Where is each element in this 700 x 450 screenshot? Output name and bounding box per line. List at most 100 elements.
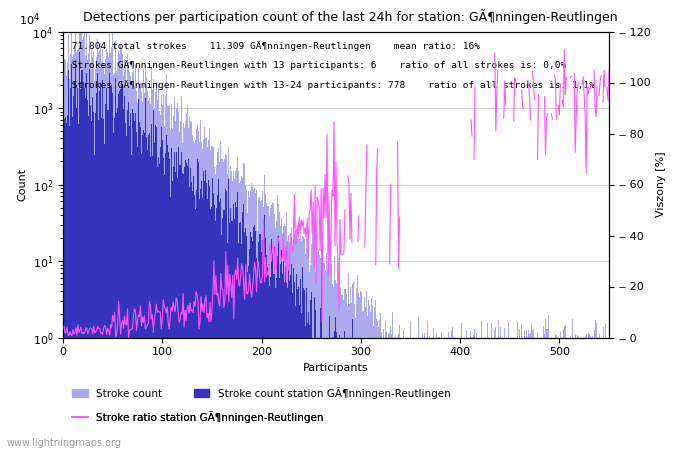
Bar — [147, 91, 148, 450]
Bar — [69, 126, 71, 450]
Bar — [352, 320, 354, 450]
Bar — [242, 212, 243, 450]
Bar — [188, 187, 190, 450]
Bar — [383, 328, 384, 450]
Bar — [83, 82, 84, 450]
Bar — [569, 338, 570, 450]
Bar — [236, 207, 237, 450]
Bar — [402, 338, 403, 450]
Bar — [200, 189, 202, 450]
Bar — [136, 91, 137, 450]
Bar — [511, 371, 512, 450]
Bar — [591, 338, 592, 450]
Bar — [605, 324, 606, 450]
Bar — [145, 66, 146, 450]
Bar — [129, 72, 130, 450]
Bar — [398, 334, 399, 450]
Bar — [262, 239, 263, 450]
Bar — [342, 346, 344, 450]
Bar — [489, 338, 491, 450]
Bar — [580, 365, 581, 450]
Bar — [168, 106, 169, 450]
Bar — [148, 101, 149, 450]
Bar — [391, 334, 392, 450]
Bar — [132, 72, 133, 450]
Bar — [411, 338, 412, 450]
Bar — [461, 338, 463, 450]
Bar — [408, 338, 409, 450]
Bar — [152, 90, 153, 450]
Bar — [239, 183, 240, 450]
Bar — [103, 119, 104, 450]
Bar — [122, 86, 123, 450]
Bar — [135, 63, 136, 450]
Bar — [218, 180, 219, 450]
Bar — [292, 293, 293, 450]
Bar — [524, 402, 525, 450]
Bar — [394, 337, 395, 450]
Bar — [85, 56, 86, 450]
Bar — [115, 78, 116, 450]
Bar — [66, 76, 67, 450]
Bar — [162, 105, 163, 450]
Bar — [163, 158, 164, 450]
Bar — [379, 320, 380, 450]
Bar — [83, 36, 84, 450]
Bar — [267, 267, 268, 450]
Bar — [468, 338, 470, 450]
Bar — [434, 338, 435, 450]
Bar — [379, 374, 380, 450]
Bar — [416, 392, 417, 450]
Bar — [233, 204, 235, 450]
Bar — [92, 57, 93, 450]
Text: www.lightningmaps.org: www.lightningmaps.org — [7, 437, 122, 447]
Bar — [264, 215, 265, 450]
Bar — [78, 50, 79, 450]
Bar — [281, 250, 282, 450]
Bar — [188, 117, 190, 450]
Bar — [90, 63, 91, 450]
Bar — [128, 62, 129, 450]
Bar — [187, 105, 188, 450]
Bar — [473, 335, 475, 450]
Text: Strokes GÃ¶nningen-Reutlingen with 13 participants: 6    ratio of all strokes is: Strokes GÃ¶nningen-Reutlingen with 13 pa… — [66, 61, 566, 71]
Bar — [435, 379, 436, 450]
Bar — [269, 286, 270, 450]
Bar — [333, 256, 335, 450]
Bar — [420, 338, 421, 450]
Bar — [349, 304, 351, 450]
Bar — [104, 74, 105, 450]
Bar — [277, 256, 278, 450]
Bar — [451, 361, 452, 450]
Bar — [374, 307, 375, 450]
Bar — [401, 338, 402, 450]
Bar — [136, 132, 137, 450]
Bar — [608, 331, 610, 450]
Bar — [320, 308, 321, 450]
Bar — [384, 338, 385, 450]
Bar — [392, 312, 393, 450]
Bar — [504, 328, 505, 450]
Bar — [232, 181, 233, 450]
Bar — [129, 126, 130, 450]
Bar — [235, 202, 236, 450]
Bar — [387, 408, 388, 450]
Bar — [254, 225, 255, 450]
Bar — [372, 305, 373, 450]
Bar — [378, 400, 379, 450]
Bar — [535, 338, 536, 450]
Bar — [524, 329, 525, 450]
Bar — [186, 114, 187, 450]
Bar — [134, 121, 135, 450]
Bar — [419, 338, 420, 450]
Bar — [520, 406, 521, 450]
Bar — [299, 305, 300, 450]
Bar — [347, 306, 349, 450]
Bar — [304, 325, 306, 450]
Bar — [100, 43, 102, 450]
Bar — [422, 333, 423, 450]
Bar — [480, 338, 482, 450]
Bar — [586, 334, 587, 450]
Bar — [556, 335, 557, 450]
Bar — [527, 369, 528, 450]
